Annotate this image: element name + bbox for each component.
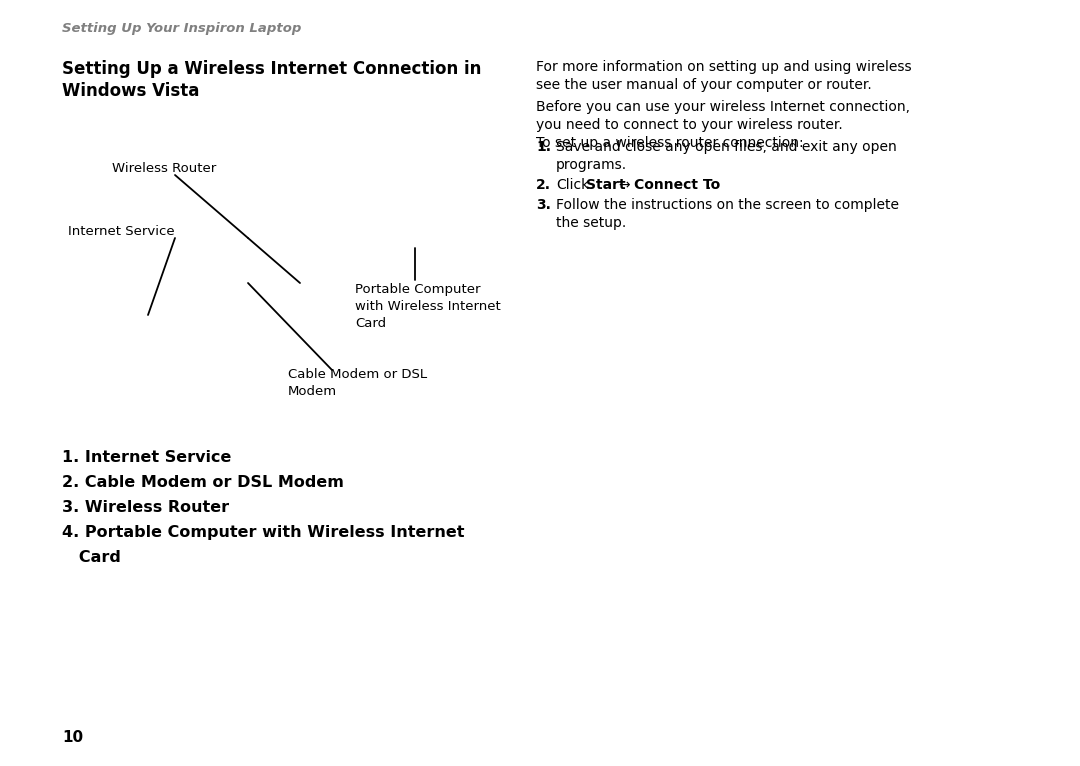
- Text: Start: Start: [586, 178, 625, 192]
- Text: .: .: [706, 178, 711, 192]
- Text: see the user manual of your computer or router.: see the user manual of your computer or …: [536, 78, 872, 92]
- Text: 2.: 2.: [536, 178, 551, 192]
- Text: Cable Modem or DSL
Modem: Cable Modem or DSL Modem: [288, 368, 427, 398]
- Text: Internet Service: Internet Service: [68, 225, 175, 238]
- Text: Portable Computer
with Wireless Internet
Card: Portable Computer with Wireless Internet…: [355, 283, 501, 330]
- Text: Setting Up Your Inspiron Laptop: Setting Up Your Inspiron Laptop: [62, 22, 301, 35]
- Text: Windows Vista: Windows Vista: [62, 82, 200, 100]
- Text: 3. Wireless Router: 3. Wireless Router: [62, 500, 229, 515]
- Text: To set up a wireless router connection:: To set up a wireless router connection:: [536, 136, 804, 150]
- Text: Before you can use your wireless Internet connection,: Before you can use your wireless Interne…: [536, 100, 910, 114]
- Text: For more information on setting up and using wireless: For more information on setting up and u…: [536, 60, 912, 74]
- Text: Connect To: Connect To: [634, 178, 720, 192]
- Text: Card: Card: [62, 550, 121, 565]
- Text: 1. Internet Service: 1. Internet Service: [62, 450, 231, 465]
- Text: Setting Up a Wireless Internet Connection in: Setting Up a Wireless Internet Connectio…: [62, 60, 482, 78]
- Text: Click: Click: [556, 178, 590, 192]
- Text: programs.: programs.: [556, 158, 627, 172]
- Text: the setup.: the setup.: [556, 216, 626, 230]
- Text: you need to connect to your wireless router.: you need to connect to your wireless rou…: [536, 118, 842, 132]
- Text: 4. Portable Computer with Wireless Internet: 4. Portable Computer with Wireless Inter…: [62, 525, 464, 540]
- Text: 2. Cable Modem or DSL Modem: 2. Cable Modem or DSL Modem: [62, 475, 343, 490]
- Text: 1.: 1.: [536, 140, 551, 154]
- Text: 10: 10: [62, 730, 83, 745]
- Text: Save and close any open files, and exit any open: Save and close any open files, and exit …: [556, 140, 896, 154]
- Text: Follow the instructions on the screen to complete: Follow the instructions on the screen to…: [556, 198, 899, 212]
- Text: 3.: 3.: [536, 198, 551, 212]
- Text: →: →: [618, 178, 630, 192]
- Text: Wireless Router: Wireless Router: [112, 162, 216, 175]
